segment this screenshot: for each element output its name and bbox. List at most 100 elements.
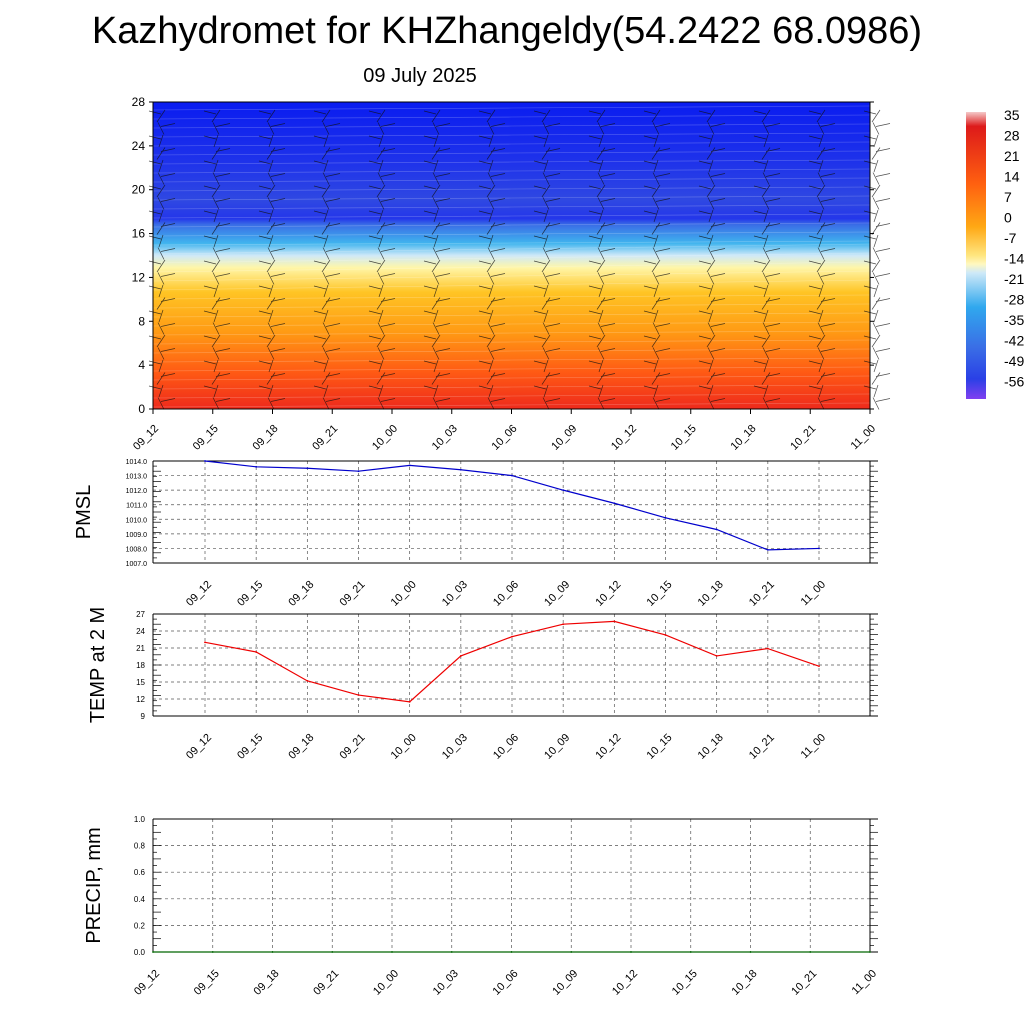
- x-tick-label: 10_09: [542, 732, 572, 762]
- x-tick-label: 11_00: [799, 732, 829, 762]
- x-tick-label: 09_18: [252, 968, 282, 998]
- x-tick-label: 10_15: [645, 732, 675, 762]
- data-point: [152, 951, 154, 953]
- data-point: [664, 634, 667, 636]
- y-tick-label: 16: [132, 227, 146, 241]
- x-tick-label: 10_09: [542, 579, 572, 609]
- y-tick-label: 1011.0: [126, 503, 147, 510]
- x-tick-label: 09_21: [310, 423, 340, 453]
- contour-line: [152, 270, 871, 282]
- data-point: [715, 528, 718, 531]
- x-tick-label: 10_00: [370, 423, 400, 453]
- x-tick-label: 10_15: [669, 423, 699, 453]
- data-point: [570, 951, 573, 953]
- wind-barb-column: [148, 109, 176, 410]
- y-tick-label: 12: [136, 695, 145, 704]
- y-tick-label: 27: [136, 610, 145, 619]
- data-point: [255, 651, 258, 653]
- contour-line: [152, 294, 871, 300]
- wind-barb-column: [478, 109, 506, 410]
- x-tick-label: 10_12: [610, 968, 640, 998]
- data-point: [450, 951, 453, 953]
- colorbar-label: -35: [1004, 312, 1024, 328]
- x-tick-label: 09_18: [286, 732, 316, 762]
- y-tick-label: 1013.0: [126, 474, 148, 481]
- x-tick-label: 10_18: [730, 968, 760, 998]
- colorbar-label: -14: [1004, 251, 1024, 267]
- wind-barb-column: [258, 109, 286, 410]
- y-tick-label: 9: [141, 712, 146, 721]
- x-tick-label: 10_00: [371, 968, 401, 998]
- wind-barb-column: [753, 109, 781, 410]
- contour-line: [152, 393, 871, 399]
- data-point: [766, 647, 769, 650]
- grid: [153, 613, 870, 717]
- colorbar-label: -49: [1004, 353, 1024, 369]
- wind-barb-column: [313, 109, 341, 410]
- x-tick-label: 10_18: [696, 579, 726, 609]
- x-tick-label: 10_03: [440, 732, 470, 762]
- x-tick-label: 10_15: [670, 968, 700, 998]
- y-tick-label: 0.0: [134, 948, 146, 957]
- x-tick-label: 09_15: [191, 423, 221, 453]
- x-tick-label: 10_00: [389, 732, 419, 762]
- contour-line: [152, 261, 871, 273]
- y-tick-label: 0.6: [134, 868, 146, 877]
- x-tick-label: 10_18: [729, 423, 759, 453]
- x-tick-label: 09_15: [192, 968, 222, 998]
- y-tick-label: 1009.0: [126, 532, 148, 539]
- data-point: [715, 655, 718, 657]
- data-point: [408, 464, 411, 467]
- y-tick-label: 1010.0: [126, 517, 148, 524]
- x-tick-label: 10_18: [696, 732, 726, 762]
- data-point: [204, 460, 206, 462]
- wind-barb-column: [808, 109, 836, 410]
- data-point: [630, 951, 632, 953]
- x-tick-label: 10_03: [440, 579, 470, 609]
- y-tick-label: 18: [136, 661, 145, 670]
- x-tick-label: 09_15: [235, 579, 265, 609]
- y-tick-label: 1014.0: [126, 459, 148, 466]
- x-tick-label: 09_18: [251, 423, 281, 453]
- y-tick-label: 24: [136, 627, 145, 636]
- chart-subtitle: 09 July 2025: [363, 65, 477, 87]
- colorbar-label: 21: [1004, 148, 1020, 164]
- data-point: [818, 547, 820, 550]
- contour-line: [152, 240, 871, 246]
- y-tick-label: 12: [132, 270, 146, 284]
- y-axis-label: TEMP at 2 M: [87, 607, 109, 723]
- data-point: [749, 951, 752, 953]
- x-tick-label: 10_00: [389, 579, 419, 609]
- y-tick-label: 0.2: [134, 921, 146, 930]
- x-tick-label: 10_06: [491, 732, 521, 762]
- data-point: [204, 641, 206, 644]
- contour-line: [152, 123, 871, 129]
- data-point: [869, 951, 871, 953]
- wind-barb-column: [643, 109, 671, 410]
- x-tick-label: 10_09: [549, 423, 579, 453]
- x-tick-label: 10_06: [491, 579, 521, 609]
- y-tick-label: 28: [132, 95, 146, 109]
- x-tick-label: 10_12: [593, 579, 623, 609]
- y-tick-label: 24: [132, 139, 146, 153]
- x-tick-label: 10_03: [431, 968, 461, 998]
- data-point: [613, 620, 616, 623]
- x-tick-label: 10_09: [550, 968, 580, 998]
- colorbar-label: -21: [1004, 271, 1024, 287]
- x-tick-label: 09_12: [184, 732, 214, 762]
- contour-line: [152, 195, 871, 201]
- grid: [153, 460, 870, 564]
- data-point: [357, 694, 360, 696]
- colorbar-label: 14: [1004, 169, 1020, 185]
- x-tick-label: 10_15: [645, 579, 675, 609]
- heatmap-field: [153, 102, 870, 409]
- y-tick-label: 4: [138, 358, 145, 372]
- data-point: [306, 467, 309, 470]
- x-tick-label: 10_03: [430, 423, 460, 453]
- data-point: [511, 474, 513, 477]
- contour-line: [152, 366, 871, 372]
- x-tick-label: 10_12: [609, 423, 639, 453]
- data-point: [255, 465, 258, 468]
- contour-line: [152, 384, 871, 390]
- y-tick-label: 1012.0: [126, 488, 148, 495]
